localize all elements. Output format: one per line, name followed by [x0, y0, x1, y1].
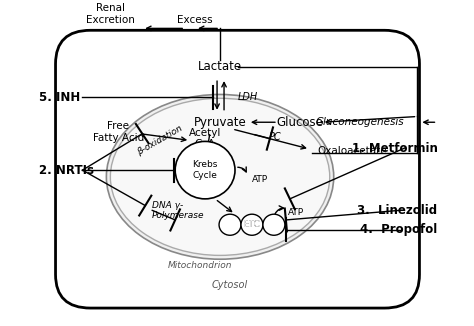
Text: β-oxidation: β-oxidation [136, 124, 184, 157]
Text: DNA γ-
Polymerase: DNA γ- Polymerase [152, 201, 205, 220]
Text: PC: PC [269, 132, 281, 141]
Text: 1. Metformin: 1. Metformin [352, 141, 438, 155]
Text: 5. INH: 5. INH [38, 91, 80, 104]
Circle shape [241, 214, 263, 235]
Ellipse shape [106, 95, 334, 259]
Text: Oxaloacetate: Oxaloacetate [318, 146, 387, 156]
Text: ETC: ETC [244, 220, 260, 229]
Circle shape [175, 141, 235, 199]
Text: Pyruvate: Pyruvate [194, 116, 246, 129]
Text: Gluconeogenesis: Gluconeogenesis [316, 117, 404, 127]
Text: 4.  Propofol: 4. Propofol [360, 223, 438, 236]
Text: Excess: Excess [177, 15, 213, 24]
Text: Mitochondrion: Mitochondrion [168, 261, 232, 271]
Text: LDH: LDH [238, 92, 258, 102]
Text: Cytosol: Cytosol [212, 280, 248, 290]
Text: Lactate: Lactate [198, 60, 242, 73]
Text: ETC: ETC [244, 220, 260, 229]
Text: Krebs
Cycle: Krebs Cycle [192, 160, 218, 180]
Text: 2. NRTIs: 2. NRTIs [38, 164, 93, 177]
Circle shape [219, 214, 241, 235]
Text: ATP: ATP [288, 208, 304, 217]
Text: Renal
Excretion: Renal Excretion [86, 3, 135, 24]
FancyBboxPatch shape [55, 30, 419, 308]
Text: Glucose: Glucose [276, 116, 323, 129]
Text: Free
Fatty Acid: Free Fatty Acid [93, 121, 144, 142]
Text: 3.  Linezolid: 3. Linezolid [357, 204, 438, 217]
Text: ATP: ATP [252, 175, 268, 184]
Ellipse shape [110, 98, 330, 255]
Circle shape [263, 214, 285, 235]
Text: Acetyl
CoA: Acetyl CoA [189, 128, 221, 149]
